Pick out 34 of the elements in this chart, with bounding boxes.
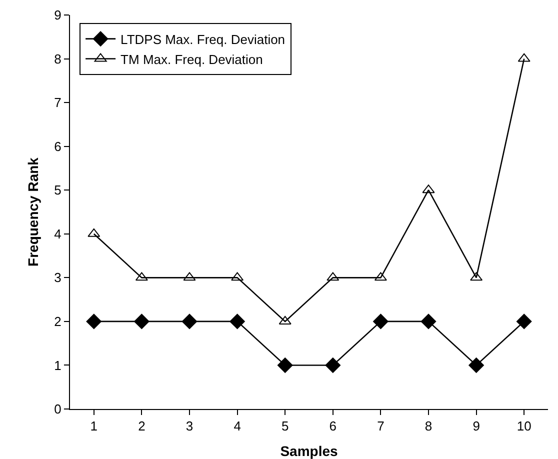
x-tick-label: 3 (186, 418, 194, 434)
x-tick-label: 4 (234, 418, 241, 434)
y-axis-title: Frequency Rank (24, 157, 41, 266)
point (182, 314, 198, 330)
y-tick-label: 7 (54, 95, 62, 110)
x-tick-label: 2 (138, 418, 146, 434)
point (373, 314, 388, 330)
x-tick-label: 1 (90, 418, 98, 434)
x-tick-label: 10 (516, 418, 532, 434)
x-tick-label: 6 (329, 418, 337, 434)
point (134, 314, 150, 330)
y-tick-label: 8 (54, 51, 62, 66)
x-tick-label: 8 (424, 418, 432, 434)
point (516, 314, 532, 330)
y-tick-label: 5 (54, 182, 62, 198)
y-tick-label: 4 (54, 226, 62, 242)
y-tick-label: 6 (54, 138, 62, 154)
y-tick-label: 3 (54, 270, 62, 286)
point (86, 314, 102, 330)
point (277, 358, 293, 373)
point (230, 314, 245, 330)
y-tick-label: 0 (54, 402, 62, 417)
y-tick-label: 2 (54, 314, 62, 329)
y-tick-label: 1 (54, 358, 62, 373)
x-tick-label: 9 (472, 418, 480, 434)
legend-label: TM Max. Freq. Deviation (120, 52, 263, 67)
point (325, 358, 341, 373)
x-tick-label: 7 (377, 418, 384, 434)
point (468, 358, 484, 373)
y-tick-label: 9 (54, 8, 62, 23)
x-axis-title: Samples (280, 443, 338, 459)
x-tick-label: 5 (281, 418, 289, 434)
point (420, 314, 436, 330)
legend-label: LTDPS Max. Freq. Deviation (120, 32, 286, 47)
